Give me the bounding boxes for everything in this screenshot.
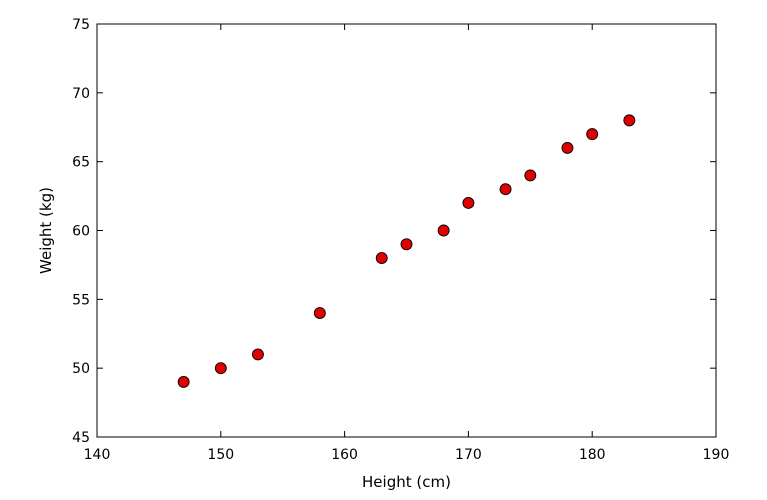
x-axis-label: Height (cm) (362, 473, 451, 491)
y-tick-label: 60 (72, 224, 90, 240)
data-point (437, 224, 450, 237)
x-tick-label: 170 (455, 447, 482, 463)
data-point (561, 141, 574, 154)
x-tick-label: 180 (579, 447, 606, 463)
y-tick-label: 55 (72, 292, 90, 308)
data-point (524, 169, 537, 182)
y-tick-label: 50 (72, 361, 90, 377)
data-point (375, 252, 388, 264)
x-tick-label: 190 (703, 447, 730, 463)
data-point (177, 375, 190, 388)
data-point (313, 307, 326, 320)
plot-area (96, 23, 717, 438)
x-tick-label: 160 (331, 447, 358, 463)
data-point (623, 114, 636, 127)
x-tick-label: 150 (207, 447, 234, 463)
y-tick-label: 70 (72, 86, 90, 102)
y-tick-label: 45 (72, 430, 90, 446)
y-axis-label: Weight (kg) (37, 187, 55, 274)
data-point (400, 238, 413, 251)
y-tick-label: 75 (72, 17, 90, 33)
data-point (251, 348, 264, 361)
data-point (586, 128, 599, 141)
data-point (214, 362, 227, 375)
x-tick-label: 140 (84, 447, 111, 463)
data-point (462, 197, 475, 209)
y-tick-label: 65 (72, 155, 90, 171)
data-point (499, 183, 512, 196)
ticks-layer: 140 150 160 170 180 190 45 50 55 60 65 70 75 (72, 17, 729, 463)
points-layer (177, 114, 636, 388)
